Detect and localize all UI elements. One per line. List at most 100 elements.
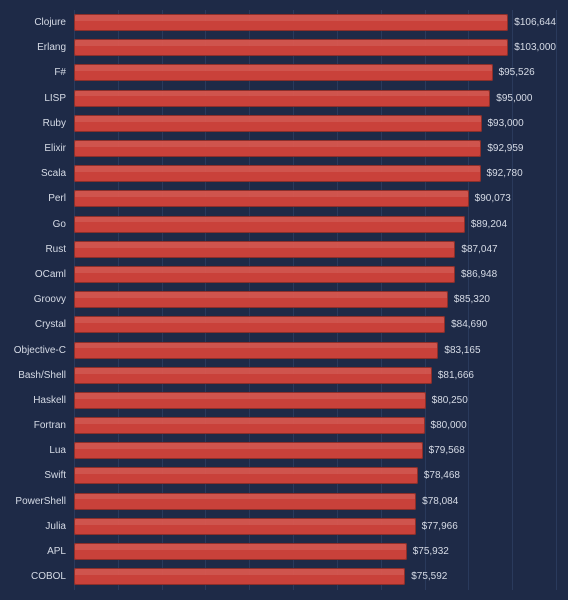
bar-track: $103,000: [74, 39, 556, 56]
bar-track: $80,000: [74, 417, 556, 434]
bar-label: Rust: [0, 244, 74, 255]
bar: [74, 115, 482, 132]
bar-row: Bash/Shell$81,666: [0, 363, 556, 388]
bar-value: $87,047: [461, 244, 497, 255]
bar-row: F#$95,526: [0, 60, 556, 85]
bar-track: $78,468: [74, 467, 556, 484]
bar-row: Ruby $93,000: [0, 111, 556, 136]
bar-value: $95,000: [496, 93, 532, 104]
bar-row: Scala $92,780: [0, 161, 556, 186]
bar-track: $77,966: [74, 518, 556, 535]
bar-row: Rust $87,047: [0, 237, 556, 262]
bar-value: $93,000: [488, 118, 524, 129]
bar-value: $80,250: [432, 395, 468, 406]
bar-value: $79,568: [429, 445, 465, 456]
salary-chart: Clojure$106,644Erlang$103,000F#$95,526LI…: [0, 0, 568, 600]
bar-track: $95,526: [74, 64, 556, 81]
bar-track: $84,690: [74, 316, 556, 333]
bar-row: Groovy$85,320: [0, 287, 556, 312]
bar-track: $90,073: [74, 190, 556, 207]
bar: [74, 568, 405, 585]
bar-label: Swift: [0, 470, 74, 481]
bar-row: Fortran $80,000: [0, 413, 556, 438]
bar-track: $80,250: [74, 392, 556, 409]
bar-value: $80,000: [431, 420, 467, 431]
bar-track: $95,000: [74, 90, 556, 107]
bar-row: Go $89,204: [0, 212, 556, 237]
bar-label: Clojure: [0, 17, 74, 28]
bar-label: Go: [0, 219, 74, 230]
bar-value: $75,932: [413, 546, 449, 557]
bar-track: $79,568: [74, 442, 556, 459]
bar: [74, 216, 465, 233]
bar-label: COBOL: [0, 571, 74, 582]
chart-rows: Clojure$106,644Erlang$103,000F#$95,526LI…: [0, 0, 568, 599]
bar-value: $84,690: [451, 319, 487, 330]
bar: [74, 14, 508, 31]
bar-track: $85,320: [74, 291, 556, 308]
bar: [74, 518, 416, 535]
bar-label: Crystal: [0, 319, 74, 330]
bar-track: $86,948: [74, 266, 556, 283]
bar-value: $78,084: [422, 496, 458, 507]
bar-value: $92,780: [487, 168, 523, 179]
bar-track: $81,666: [74, 367, 556, 384]
bar-row: Haskell $80,250: [0, 388, 556, 413]
bar-label: OCaml: [0, 269, 74, 280]
bar: [74, 140, 481, 157]
bar-label: Objective-C: [0, 345, 74, 356]
bar: [74, 417, 425, 434]
bar-row: Swift $78,468: [0, 463, 556, 488]
bar-label: LISP: [0, 93, 74, 104]
bar-label: APL: [0, 546, 74, 557]
bar-row: Clojure $106,644: [0, 10, 556, 35]
bar-row: APL $75,932: [0, 539, 556, 564]
bar-row: OCaml $86,948: [0, 262, 556, 287]
bar-track: $106,644: [74, 14, 556, 31]
bar-row: PowerShell $78,084: [0, 489, 556, 514]
bar-value: $77,966: [422, 521, 458, 532]
bar-label: Scala: [0, 168, 74, 179]
bar-value: $75,592: [411, 571, 447, 582]
bar: [74, 165, 481, 182]
bar: [74, 392, 426, 409]
bar: [74, 367, 432, 384]
bar-track: $92,780: [74, 165, 556, 182]
bar-value: $103,000: [514, 42, 556, 53]
bar-label: PowerShell: [0, 496, 74, 507]
bar-value: $78,468: [424, 470, 460, 481]
bar: [74, 241, 455, 258]
bar-row: Elixir$92,959: [0, 136, 556, 161]
bar-label: Ruby: [0, 118, 74, 129]
bar-row: Crystal $84,690: [0, 312, 556, 337]
bar-label: Haskell: [0, 395, 74, 406]
bar: [74, 291, 448, 308]
bar-row: Perl $90,073: [0, 186, 556, 211]
bar-track: $87,047: [74, 241, 556, 258]
bar: [74, 64, 493, 81]
bar: [74, 316, 445, 333]
bar-value: $95,526: [499, 67, 535, 78]
bar-value: $92,959: [487, 143, 523, 154]
bar-value: $86,948: [461, 269, 497, 280]
bar-row: COBOL $75,592: [0, 564, 556, 589]
bar-track: $75,592: [74, 568, 556, 585]
bar-track: $83,165: [74, 342, 556, 359]
bar-label: Erlang: [0, 42, 74, 53]
bar: [74, 493, 416, 510]
bar-value: $90,073: [475, 193, 511, 204]
bar-track: $92,959: [74, 140, 556, 157]
bar-label: Perl: [0, 193, 74, 204]
bar-value: $106,644: [514, 17, 556, 28]
bar: [74, 342, 438, 359]
bar-label: Julia: [0, 521, 74, 532]
bar-value: $81,666: [438, 370, 474, 381]
bar-value: $89,204: [471, 219, 507, 230]
bar-row: Lua $79,568: [0, 438, 556, 463]
bar: [74, 543, 407, 560]
bar-label: Fortran: [0, 420, 74, 431]
bar-track: $93,000: [74, 115, 556, 132]
bar-track: $75,932: [74, 543, 556, 560]
bar-row: LISP $95,000: [0, 86, 556, 111]
bar-label: Lua: [0, 445, 74, 456]
